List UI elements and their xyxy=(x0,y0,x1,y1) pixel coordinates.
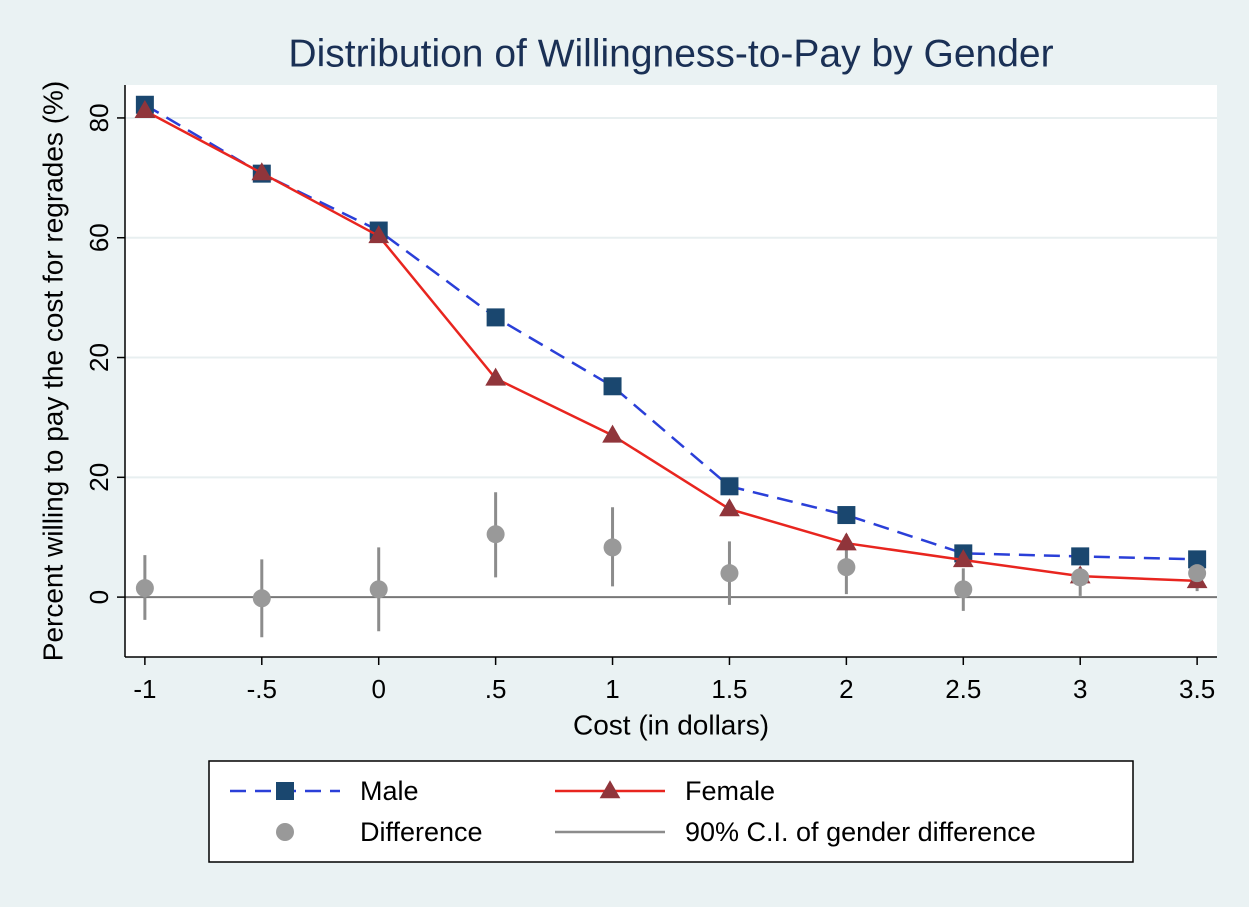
legend-label: Male xyxy=(360,776,419,806)
x-tick-label: .5 xyxy=(485,674,507,704)
point xyxy=(837,506,856,525)
point xyxy=(954,580,973,599)
x-tick-label: -1 xyxy=(133,674,156,704)
point xyxy=(952,549,974,568)
y-tick-label: 80 xyxy=(84,103,114,132)
point xyxy=(485,367,506,386)
point xyxy=(368,225,390,244)
y-tick-label: 20 xyxy=(84,343,114,372)
chart-title: Distribution of Willingness-to-Pay by Ge… xyxy=(288,32,1053,75)
point xyxy=(1071,547,1090,566)
x-tick-label: 2 xyxy=(839,674,853,704)
legend-marker xyxy=(599,780,621,799)
point xyxy=(603,538,622,557)
y-tick-label: 20 xyxy=(84,463,114,492)
legend-marker xyxy=(276,782,294,800)
point xyxy=(1188,564,1207,583)
legend-marker xyxy=(276,823,294,841)
point xyxy=(837,558,856,577)
legend-label: 90% C.I. of gender difference xyxy=(685,817,1036,847)
point xyxy=(134,99,156,118)
x-tick-label: 2.5 xyxy=(945,674,981,704)
point xyxy=(719,498,740,517)
x-tick-label: 1 xyxy=(605,674,619,704)
point xyxy=(135,579,154,598)
point xyxy=(836,532,857,551)
x-axis-label: Cost (in dollars) xyxy=(573,709,769,740)
series-line xyxy=(144,103,1198,561)
y-tick-label: 0 xyxy=(84,590,114,604)
plot-area xyxy=(125,85,1217,657)
series-line xyxy=(144,109,1198,583)
x-tick-label: 0 xyxy=(371,674,385,704)
x-tick-label: -.5 xyxy=(247,674,277,704)
point xyxy=(720,564,739,583)
point xyxy=(720,477,739,496)
x-tick-label: 1.5 xyxy=(711,674,747,704)
point xyxy=(486,308,505,327)
point xyxy=(369,580,388,599)
legend-label: Female xyxy=(685,776,775,806)
point xyxy=(603,377,622,396)
point xyxy=(1188,550,1207,569)
y-axis-label: Percent willing to pay the cost for regr… xyxy=(37,81,68,661)
x-tick-label: 3 xyxy=(1073,674,1087,704)
legend xyxy=(208,760,1134,863)
legend-label: Difference xyxy=(360,817,483,847)
y-tick-label: 60 xyxy=(84,223,114,252)
point xyxy=(486,525,505,544)
x-tick-label: 3.5 xyxy=(1179,674,1215,704)
point xyxy=(1071,568,1090,587)
point xyxy=(251,162,273,181)
point xyxy=(252,589,271,608)
point xyxy=(602,424,623,443)
